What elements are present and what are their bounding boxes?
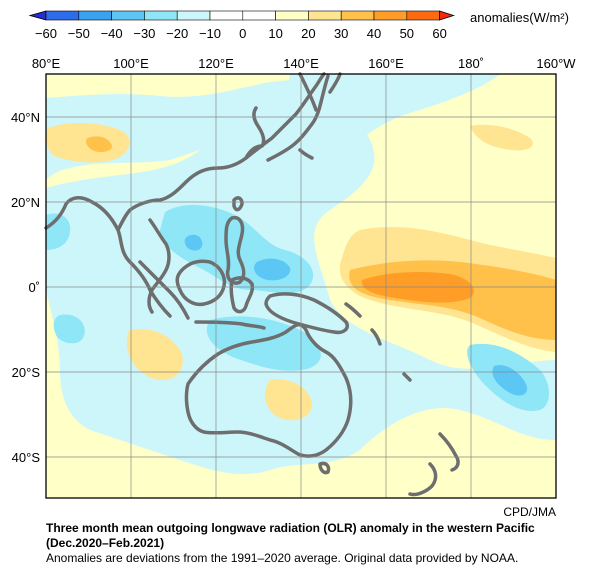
figure-note: Anomalies are deviations from the 1991–2… <box>46 551 519 565</box>
negative-anomaly-region <box>288 74 500 154</box>
latitude-label: 40°N <box>11 110 40 125</box>
longitude-label: 100°E <box>113 56 149 71</box>
new-zealand-coastline <box>408 432 460 497</box>
negative-anomaly-region <box>53 314 85 344</box>
positive-anomaly-region <box>126 328 183 380</box>
northeast-asia-coastline <box>298 72 342 112</box>
figure-title: Three month mean outgoing longwave radia… <box>46 521 535 535</box>
sumatra-java-coastline <box>138 260 266 330</box>
tasmania-coastline <box>318 461 331 475</box>
borneo-coastline <box>175 259 227 307</box>
longitude-label: 180˚ <box>458 56 484 71</box>
colorbar-tick-label: −40 <box>101 26 123 41</box>
colorbar-tick-label: −20 <box>166 26 188 41</box>
map-panel <box>44 72 557 499</box>
philippines-coastline <box>224 215 246 285</box>
latitude-label: 20°S <box>12 365 41 380</box>
colorbar-tick-label: 20 <box>301 26 315 41</box>
colorbar-segment <box>308 10 342 21</box>
colorbar-tick-label: −50 <box>68 26 90 41</box>
positive-anomaly-region <box>85 136 112 153</box>
pacific-islands-coastline <box>344 302 412 382</box>
colorbar-segment <box>176 10 211 21</box>
longitude-label: 160°E <box>368 56 404 71</box>
colorbar: −60 −50 −40 −30 −20 −10 0 10 20 30 40 50 60 <box>28 10 455 41</box>
colorbar-tick-label: −10 <box>199 26 221 41</box>
colorbar-segment <box>144 10 178 21</box>
map-frame <box>45 73 557 499</box>
colorbar-segment <box>242 10 276 21</box>
latitude-labels: 40°N 20°N 0˚ 20°S 40°S <box>11 110 40 465</box>
strong-negative-anomaly <box>184 234 203 251</box>
negative-anomaly-region <box>206 316 321 371</box>
positive-anomaly-region <box>470 124 533 151</box>
longitude-labels: 80°E 100°E 120°E 140°E 160°E 180˚ 160°W <box>32 56 576 71</box>
colorbar-arrow-high <box>439 10 455 21</box>
positive-anomaly-region <box>265 379 312 421</box>
asia-coastline <box>44 72 326 318</box>
colorbar-segment <box>373 10 408 21</box>
longitude-label: 80°E <box>32 56 61 71</box>
colorbar-segment <box>111 10 145 21</box>
strong-negative-anomaly <box>492 365 528 396</box>
longitude-label: 140°E <box>283 56 319 71</box>
longitude-label: 160°W <box>536 56 576 71</box>
figure-period: (Dec.2020–Feb.2021) <box>46 536 165 550</box>
coastlines <box>44 72 460 497</box>
latitude-label: 20°N <box>11 195 40 210</box>
colorbar-segment <box>78 10 112 21</box>
colorbar-tick-label: 50 <box>400 26 414 41</box>
taiwan-coastline <box>232 196 244 212</box>
strong-negative-anomaly <box>254 258 291 281</box>
colorbar-tick-label: 60 <box>432 26 446 41</box>
colorbar-tick-label: 40 <box>367 26 381 41</box>
colorbar-tick-label: 10 <box>268 26 282 41</box>
colorbar-tick-label: 30 <box>334 26 348 41</box>
colorbar-arrow-low <box>28 10 47 21</box>
latitude-label: 0˚ <box>28 280 40 295</box>
sulawesi-coastline <box>229 276 255 314</box>
longitude-label: 120°E <box>198 56 234 71</box>
credit-label: CPD/JMA <box>503 505 556 519</box>
units-label: anomalies(W/m²) <box>470 10 569 25</box>
colorbar-segment <box>340 10 375 21</box>
colorbar-segment <box>275 10 309 21</box>
colorbar-tick-label: 0 <box>239 26 246 41</box>
colorbar-segment <box>406 10 440 21</box>
indochina-coastline <box>147 218 171 314</box>
colorbar-segment <box>209 10 244 21</box>
colorbar-tick-label: −30 <box>133 26 155 41</box>
latitude-label: 40°S <box>12 450 41 465</box>
new-guinea-coastline <box>264 292 349 335</box>
australia-coastline <box>184 322 353 458</box>
graticule <box>46 74 556 498</box>
colorbar-segment <box>45 10 80 21</box>
colorbar-tick-label: −60 <box>35 26 57 41</box>
